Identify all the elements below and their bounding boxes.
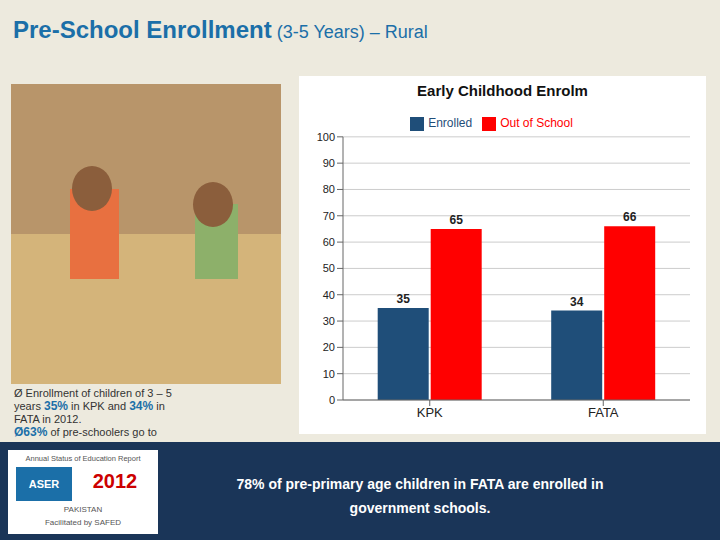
svg-text:34: 34 [570,295,584,309]
html-text:Facilitated by SAFED: Facilitated by SAFED [45,518,121,527]
html-text:Annual Status of Education Rep: Annual Status of Education Report [25,454,141,463]
svg-text:90: 90 [323,157,335,169]
svg-text:FATA: FATA [588,405,619,420]
svg-text:70: 70 [323,210,335,222]
svg-text:80: 80 [323,183,335,195]
svg-text:60: 60 [323,236,335,248]
svg-text:100: 100 [317,131,335,143]
html-text:ASER: ASER [28,478,60,490]
html-text:Out of School: Out of School [500,116,573,130]
html-text:FATA in 2012.: FATA in 2012. [14,413,82,425]
svg-text:30: 30 [323,315,335,327]
svg-text:0: 0 [329,394,335,406]
html-text:Pre-School Enrollment(3-5 Year: Pre-School Enrollment(3-5 Years) – Rural [13,16,428,43]
html-text:years 35% in KPK and 34% in: years 35% in KPK and 34% in [14,399,165,413]
svg-text:35: 35 [397,292,411,306]
svg-text:66: 66 [623,210,637,224]
svg-text:65: 65 [450,213,464,227]
svg-text:40: 40 [323,289,335,301]
html-text:2012: 2012 [92,470,138,492]
html-text:78% of pre-primary age childre: 78% of pre-primary age children in FATA … [236,476,604,492]
html-text:Ø Enrollment of children of 3: Ø Enrollment of children of 3 – 5 [14,387,172,399]
svg-text:50: 50 [323,262,335,274]
html-text:Ø63% of pre-schoolers go to: Ø63% of pre-schoolers go to [14,425,157,439]
svg-text:10: 10 [323,368,335,380]
html-text:Enrolled: Enrolled [428,116,473,130]
html-text:government schools.: government schools. [349,500,491,516]
html-text:Early Childhood Enrolm: Early Childhood Enrolm [417,82,588,99]
html-text:PAKISTAN: PAKISTAN [63,505,103,514]
svg-text:KPK: KPK [417,405,443,420]
svg-text:20: 20 [323,341,335,353]
